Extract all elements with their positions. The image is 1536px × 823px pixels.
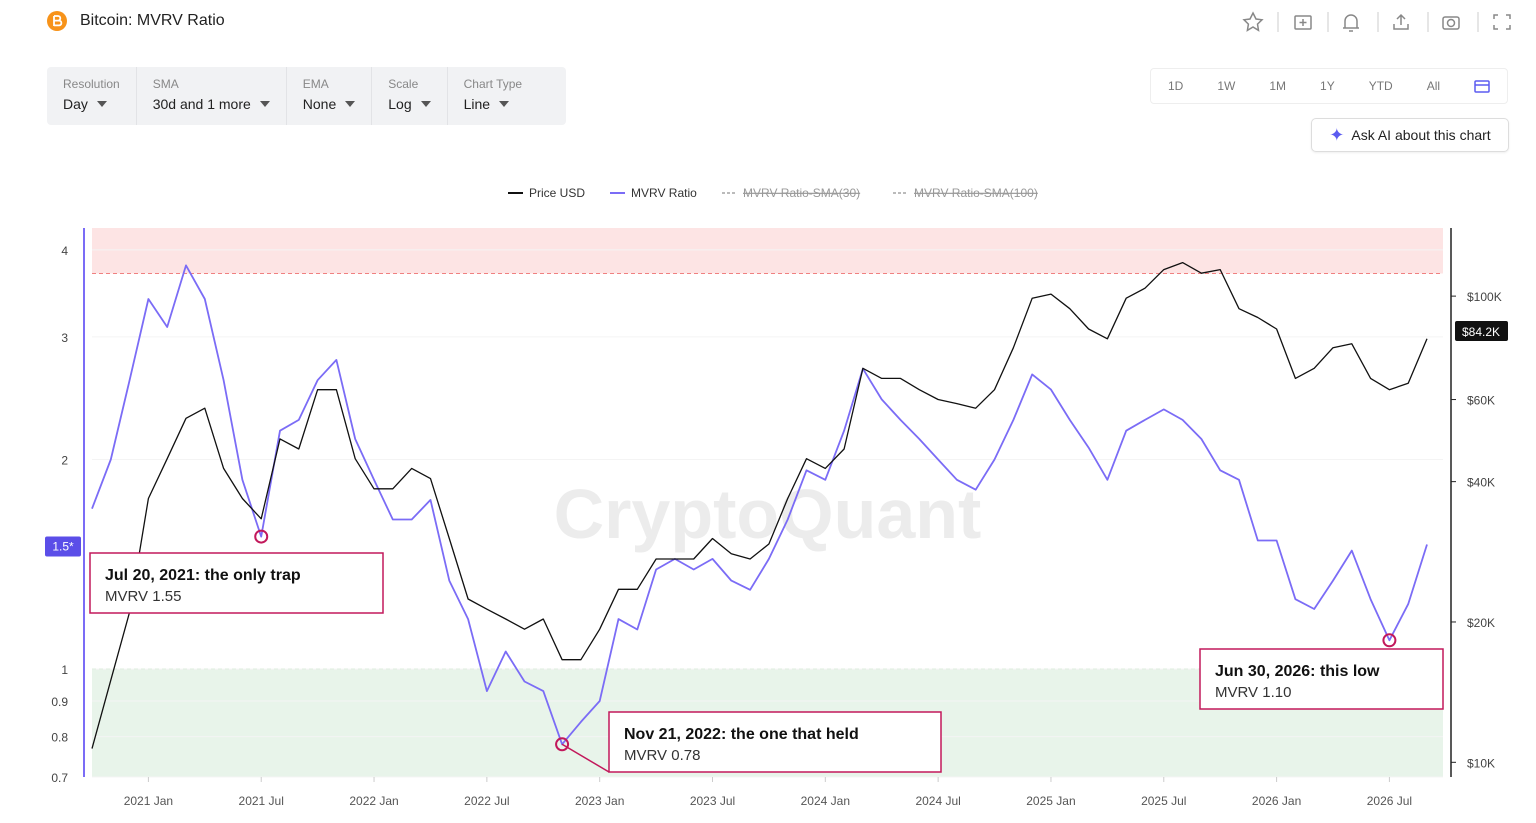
annotation-text: MVRV 1.55: [105, 588, 181, 605]
controls: Resolution Day SMA 30d and 1 more EMA None Sca…: [47, 67, 566, 125]
annotation-box: [1199, 648, 1444, 710]
y-tick-label: 0.7: [51, 771, 68, 785]
x-tick-label: 2026 Jul: [1367, 794, 1412, 808]
x-tick-label: 2024 Jul: [915, 794, 960, 808]
y-tick-label: 1: [61, 663, 68, 677]
control[interactable]: Resolution Day: [47, 67, 137, 125]
annotation-title: Nov 21, 2022: the one that held: [624, 726, 859, 743]
x-tick-label: 2023 Jan: [575, 794, 624, 808]
control-value: None: [303, 96, 355, 112]
annotation-connector: [561, 743, 610, 773]
x-tick-label: 2023 Jul: [690, 794, 735, 808]
range-button[interactable]: 1W: [1217, 79, 1236, 93]
range-button[interactable]: 1D: [1168, 79, 1184, 93]
x-tick-label: 2025 Jan: [1026, 794, 1075, 808]
last-price-box: [1455, 320, 1508, 341]
control-value: Day: [63, 96, 120, 112]
annotation-marker: [254, 529, 269, 544]
legend-label: MVRV Ratio: [631, 186, 697, 200]
sparkle-icon: ✦: [1329, 124, 1345, 145]
series-line: [91, 264, 1428, 746]
x-tick-label: 2021 Jan: [124, 794, 173, 808]
control[interactable]: EMA None: [287, 67, 373, 125]
control[interactable]: Chart Type Line: [448, 67, 538, 125]
ask-ai-label: Ask AI about this chart: [1351, 127, 1491, 143]
title: Bitcoin: MVRV Ratio: [80, 12, 225, 29]
series-line: [91, 261, 1428, 749]
x-tick-label: 2026 Jan: [1252, 794, 1301, 808]
annotation-box: [89, 552, 384, 614]
y-tick-label: 2: [61, 454, 68, 468]
y-tick-label: 0.9: [51, 695, 68, 709]
range-button[interactable]: All: [1426, 79, 1441, 93]
ask-ai-button[interactable]: ✦ Ask AI about this chart: [1311, 118, 1509, 152]
watermark: CryptoQuant: [554, 475, 982, 553]
y-marker-box: [45, 536, 81, 557]
control[interactable]: Scale Log: [372, 67, 448, 125]
range-buttons: 1D 1W 1M 1Y YTD All: [1150, 68, 1509, 104]
control-label: Resolution: [63, 77, 120, 91]
calendar-button[interactable]: [1457, 69, 1507, 103]
control-value: 30d and 1 more: [153, 96, 270, 112]
range-button[interactable]: 1M: [1269, 79, 1287, 93]
zone-band: [92, 228, 1443, 274]
y-tick-label: 0.8: [51, 731, 68, 745]
annotation-title: Jun 30, 2026: this low: [1215, 663, 1380, 680]
y-marker-label: 1.5*: [52, 540, 74, 554]
control-label: EMA: [302, 77, 329, 91]
annotation-box: [608, 711, 942, 773]
y-tick-label: 3: [61, 331, 68, 345]
y2-tick-label: $100K: [1467, 290, 1502, 304]
y-tick-label: 4: [61, 244, 68, 258]
control-label: Scale: [388, 77, 419, 91]
legend-label: Price USD: [529, 186, 585, 200]
x-tick-label: 2022 Jul: [464, 794, 509, 808]
control-value: Line: [464, 96, 522, 112]
y2-tick-label: $20K: [1467, 616, 1495, 630]
control-label: Chart Type: [463, 77, 523, 91]
control-value: Log: [388, 96, 430, 112]
legend-label: MVRV Ratio-SMA(100): [914, 186, 1038, 200]
y2-tick-label: $40K: [1467, 476, 1495, 490]
annotation-text: MVRV 1.10: [1215, 684, 1291, 701]
range-button[interactable]: YTD: [1368, 79, 1393, 93]
header: Bitcoin: MVRV Ratio: [46, 10, 225, 32]
toolbar[interactable]: [1240, 10, 1520, 34]
annotation-marker: [555, 737, 570, 752]
legend-label: MVRV Ratio-SMA(30): [743, 186, 860, 200]
annotation-text: MVRV 0.78: [624, 747, 700, 764]
x-tick-label: 2022 Jan: [349, 794, 398, 808]
control[interactable]: SMA 30d and 1 more: [137, 67, 287, 125]
annotation-title: Jul 20, 2021: the only trap: [105, 567, 301, 584]
annotation-marker: [1382, 633, 1397, 648]
coin-icon: [47, 11, 67, 31]
x-tick-label: 2025 Jul: [1141, 794, 1186, 808]
x-tick-label: 2021 Jul: [239, 794, 284, 808]
y2-tick-label: $10K: [1467, 756, 1495, 770]
control-label: SMA: [152, 77, 179, 91]
last-price-label: $84.2K: [1462, 325, 1500, 339]
range-button[interactable]: 1Y: [1320, 79, 1335, 93]
x-tick-label: 2024 Jan: [801, 794, 850, 808]
y2-tick-label: $60K: [1467, 394, 1495, 408]
